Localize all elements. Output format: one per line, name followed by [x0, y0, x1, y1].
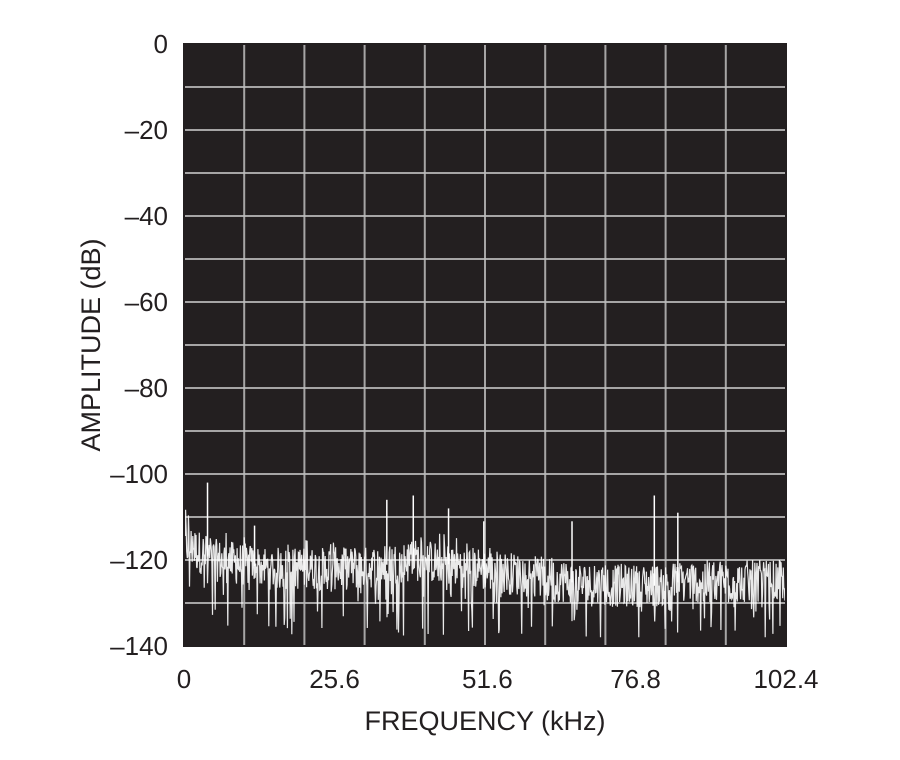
x-tick-label: 102.4 — [753, 664, 818, 694]
spur-lines — [206, 482, 679, 586]
y-tick-label: 0 — [154, 29, 168, 59]
y-tick-label: –20 — [125, 115, 168, 145]
x-tick-label: 76.8 — [610, 664, 661, 694]
x-tick-labels: 0 25.6 51.6 76.8 102.4 — [177, 664, 819, 694]
y-tick-label: –60 — [125, 287, 168, 317]
x-tick-label: 51.6 — [462, 664, 513, 694]
y-axis-title: AMPLITUDE (dB) — [76, 238, 106, 451]
y-tick-label: –120 — [110, 545, 168, 575]
y-tick-labels: 0 –20 –40 –60 –80 –100 –120 –140 — [110, 29, 168, 661]
x-tick-label: 0 — [177, 664, 191, 694]
gridlines — [184, 44, 786, 646]
plot-frame — [183, 43, 787, 647]
y-tick-label: –80 — [125, 373, 168, 403]
y-tick-label: –100 — [110, 459, 168, 489]
x-axis-title: FREQUENCY (kHz) — [364, 706, 605, 736]
y-tick-label: –40 — [125, 201, 168, 231]
x-tick-label: 25.6 — [309, 664, 360, 694]
noise-trace — [183, 509, 787, 638]
noise-floor-trace — [183, 509, 787, 638]
y-tick-label: –140 — [110, 631, 168, 661]
